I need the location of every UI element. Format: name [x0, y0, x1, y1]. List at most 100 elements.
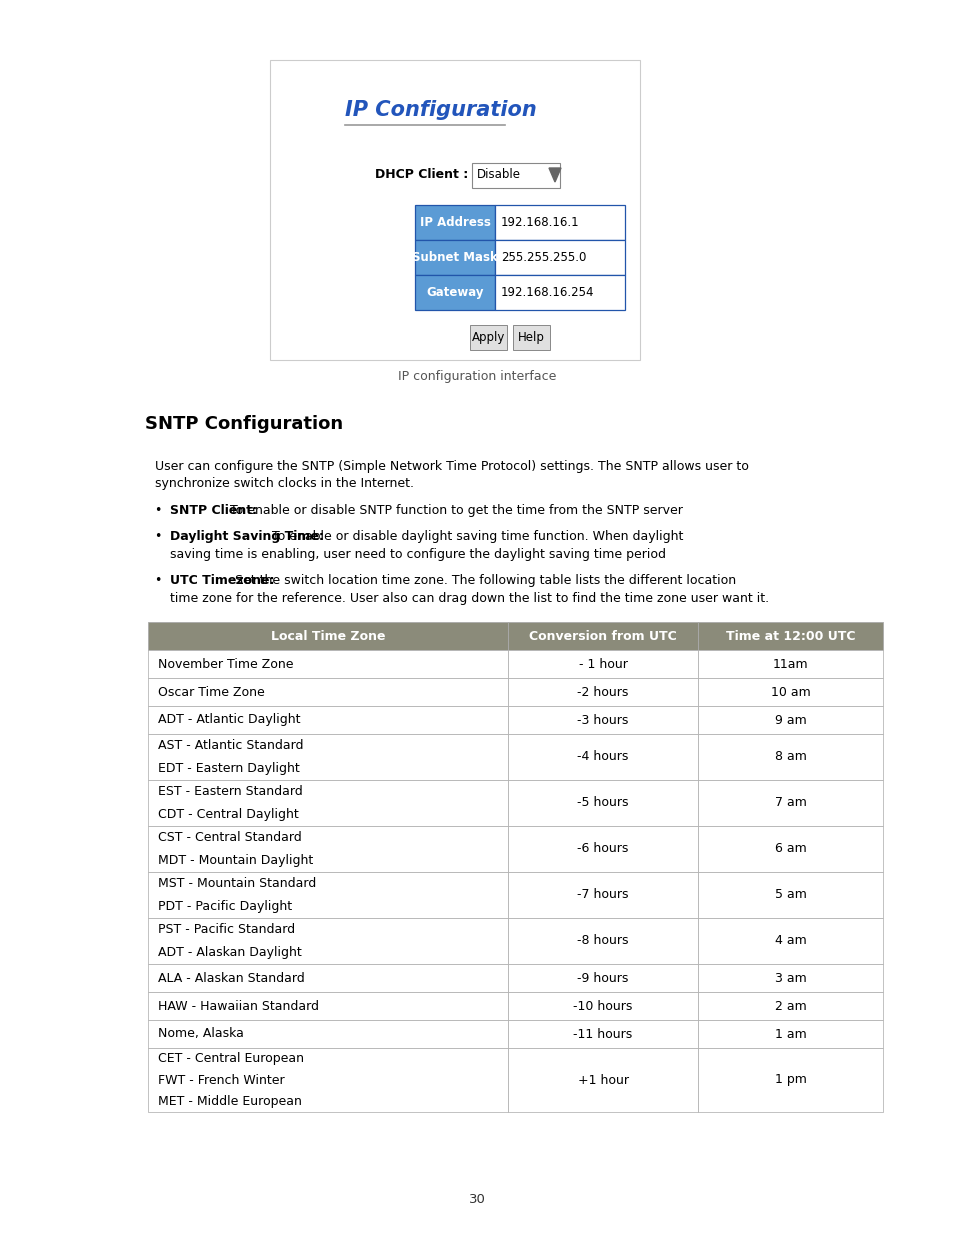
Text: - 1 hour: - 1 hour: [578, 657, 627, 671]
FancyBboxPatch shape: [507, 1049, 698, 1112]
Text: saving time is enabling, user need to configure the daylight saving time period: saving time is enabling, user need to co…: [170, 548, 665, 561]
FancyBboxPatch shape: [507, 650, 698, 678]
Text: Conversion from UTC: Conversion from UTC: [529, 630, 677, 642]
FancyBboxPatch shape: [507, 826, 698, 872]
FancyBboxPatch shape: [698, 650, 882, 678]
FancyBboxPatch shape: [470, 325, 506, 350]
FancyBboxPatch shape: [698, 872, 882, 918]
Text: ALA - Alaskan Standard: ALA - Alaskan Standard: [158, 972, 304, 984]
Text: -5 hours: -5 hours: [577, 797, 628, 809]
Text: Nome, Alaska: Nome, Alaska: [158, 1028, 244, 1041]
FancyBboxPatch shape: [507, 781, 698, 826]
Text: PDT - Pacific Daylight: PDT - Pacific Daylight: [158, 900, 292, 913]
Text: 30: 30: [468, 1193, 485, 1207]
Text: -4 hours: -4 hours: [577, 751, 628, 763]
Text: •: •: [154, 530, 161, 543]
Text: 1 am: 1 am: [774, 1028, 805, 1041]
FancyBboxPatch shape: [148, 781, 507, 826]
FancyBboxPatch shape: [507, 1020, 698, 1049]
FancyBboxPatch shape: [148, 734, 507, 781]
Text: SNTP Client:: SNTP Client:: [170, 504, 257, 517]
Text: CST - Central Standard: CST - Central Standard: [158, 831, 301, 844]
FancyBboxPatch shape: [507, 734, 698, 781]
Text: -9 hours: -9 hours: [577, 972, 628, 984]
FancyBboxPatch shape: [698, 918, 882, 965]
Text: EDT - Eastern Daylight: EDT - Eastern Daylight: [158, 762, 299, 776]
Text: •: •: [154, 574, 161, 587]
FancyBboxPatch shape: [698, 1020, 882, 1049]
Text: FWT - French Winter: FWT - French Winter: [158, 1073, 284, 1087]
FancyBboxPatch shape: [513, 325, 550, 350]
FancyBboxPatch shape: [507, 622, 698, 650]
Text: SNTP Configuration: SNTP Configuration: [145, 415, 343, 433]
Text: MET - Middle European: MET - Middle European: [158, 1095, 301, 1108]
Text: •: •: [154, 504, 161, 517]
FancyBboxPatch shape: [698, 781, 882, 826]
FancyBboxPatch shape: [698, 734, 882, 781]
FancyBboxPatch shape: [415, 205, 495, 240]
FancyBboxPatch shape: [698, 965, 882, 992]
Text: +1 hour: +1 hour: [577, 1073, 628, 1087]
FancyBboxPatch shape: [148, 918, 507, 965]
Text: DHCP Client :: DHCP Client :: [375, 168, 468, 182]
FancyBboxPatch shape: [148, 992, 507, 1020]
Text: 192.168.16.1: 192.168.16.1: [500, 216, 579, 228]
Text: Subnet Mask: Subnet Mask: [412, 251, 497, 264]
Text: IP configuration interface: IP configuration interface: [397, 370, 556, 383]
FancyBboxPatch shape: [148, 706, 507, 734]
Text: CET - Central European: CET - Central European: [158, 1052, 304, 1065]
FancyBboxPatch shape: [495, 275, 624, 310]
Text: 5 am: 5 am: [774, 888, 805, 902]
FancyBboxPatch shape: [148, 622, 507, 650]
FancyBboxPatch shape: [148, 965, 507, 992]
Text: 9 am: 9 am: [774, 714, 805, 726]
FancyBboxPatch shape: [148, 650, 507, 678]
Text: MST - Mountain Standard: MST - Mountain Standard: [158, 877, 315, 890]
FancyBboxPatch shape: [698, 826, 882, 872]
Text: To enable or disable daylight saving time function. When daylight: To enable or disable daylight saving tim…: [268, 530, 683, 543]
Text: 255.255.255.0: 255.255.255.0: [500, 251, 586, 264]
Text: -10 hours: -10 hours: [573, 999, 632, 1013]
FancyBboxPatch shape: [507, 678, 698, 706]
Text: Daylight Saving Time:: Daylight Saving Time:: [170, 530, 323, 543]
Text: 7 am: 7 am: [774, 797, 805, 809]
FancyBboxPatch shape: [148, 678, 507, 706]
FancyBboxPatch shape: [507, 992, 698, 1020]
Text: Oscar Time Zone: Oscar Time Zone: [158, 685, 265, 699]
Text: 8 am: 8 am: [774, 751, 805, 763]
Text: Gateway: Gateway: [426, 287, 483, 299]
Text: synchronize switch clocks in the Internet.: synchronize switch clocks in the Interne…: [154, 477, 414, 490]
Text: -8 hours: -8 hours: [577, 935, 628, 947]
Text: IP Configuration: IP Configuration: [345, 100, 537, 120]
FancyBboxPatch shape: [507, 872, 698, 918]
Text: 11am: 11am: [772, 657, 807, 671]
Text: 3 am: 3 am: [774, 972, 805, 984]
Text: To enable or disable SNTP function to get the time from the SNTP server: To enable or disable SNTP function to ge…: [226, 504, 682, 517]
Polygon shape: [548, 168, 560, 182]
Text: -11 hours: -11 hours: [573, 1028, 632, 1041]
Text: ADT - Atlantic Daylight: ADT - Atlantic Daylight: [158, 714, 300, 726]
FancyBboxPatch shape: [507, 706, 698, 734]
FancyBboxPatch shape: [148, 872, 507, 918]
Text: Help: Help: [517, 331, 544, 345]
Text: November Time Zone: November Time Zone: [158, 657, 294, 671]
Text: 1 pm: 1 pm: [774, 1073, 805, 1087]
FancyBboxPatch shape: [148, 826, 507, 872]
FancyBboxPatch shape: [698, 992, 882, 1020]
FancyBboxPatch shape: [698, 622, 882, 650]
Text: HAW - Hawaiian Standard: HAW - Hawaiian Standard: [158, 999, 318, 1013]
FancyBboxPatch shape: [698, 1049, 882, 1112]
FancyBboxPatch shape: [415, 275, 495, 310]
FancyBboxPatch shape: [507, 965, 698, 992]
FancyBboxPatch shape: [698, 706, 882, 734]
Text: Set the switch location time zone. The following table lists the different locat: Set the switch location time zone. The f…: [231, 574, 735, 587]
Text: 4 am: 4 am: [774, 935, 805, 947]
Text: 6 am: 6 am: [774, 842, 805, 856]
Text: -2 hours: -2 hours: [577, 685, 628, 699]
Text: Time at 12:00 UTC: Time at 12:00 UTC: [725, 630, 854, 642]
Text: PST - Pacific Standard: PST - Pacific Standard: [158, 923, 294, 936]
Text: -3 hours: -3 hours: [577, 714, 628, 726]
Text: 2 am: 2 am: [774, 999, 805, 1013]
Text: CDT - Central Daylight: CDT - Central Daylight: [158, 808, 298, 821]
Text: MDT - Mountain Daylight: MDT - Mountain Daylight: [158, 853, 313, 867]
